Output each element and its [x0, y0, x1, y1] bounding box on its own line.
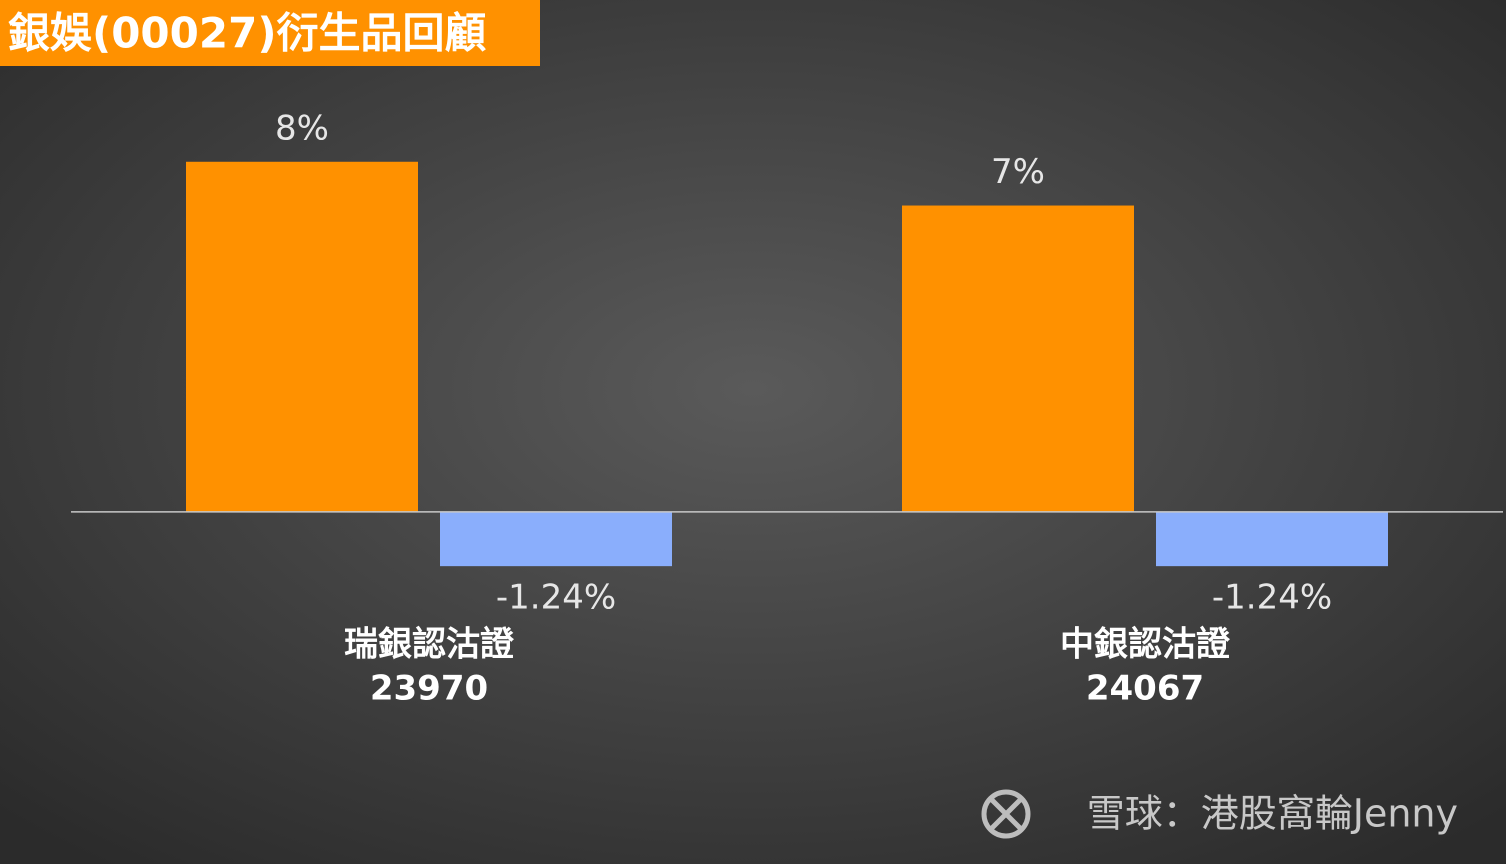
value-label: 8%: [275, 108, 329, 148]
category-label: 23970: [370, 669, 488, 709]
watermark: 雪球：港股窩輪Jenny: [1087, 792, 1458, 836]
bar: [440, 511, 672, 567]
value-label: -1.24%: [496, 578, 616, 618]
category-label: 中銀認沽證: [1060, 625, 1231, 665]
category-label: 瑞銀認沽證: [344, 625, 515, 665]
title-box: [0, 0, 540, 66]
watermark-icon: [981, 789, 1031, 839]
category-label: 24067: [1086, 669, 1204, 709]
bar: [902, 205, 1134, 512]
bar: [186, 161, 418, 512]
value-label: 7%: [991, 152, 1045, 192]
value-label: -1.24%: [1212, 578, 1332, 618]
bar: [1156, 511, 1388, 567]
chart-title: 銀娛(00027)衍生品回顧: [8, 9, 487, 58]
